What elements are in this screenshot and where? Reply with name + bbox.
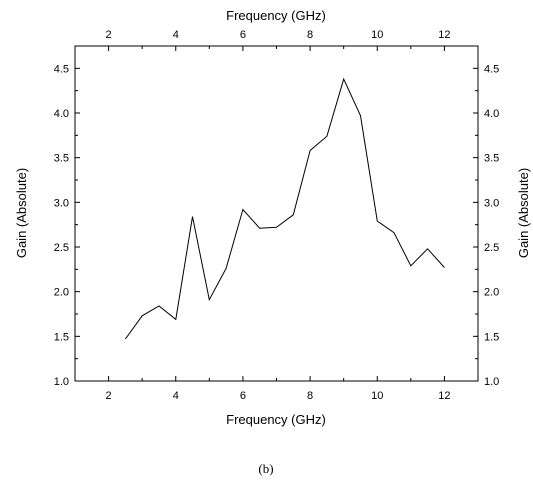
- x-tick-label-bottom: 8: [307, 390, 313, 402]
- x-tick-label-bottom: 4: [173, 390, 179, 402]
- axis-ticks: [74, 46, 479, 382]
- x-tick-label-bottom: 12: [438, 390, 450, 402]
- y-tick-label-right: 1.5: [484, 331, 499, 343]
- y-tick-label-right: 3.5: [484, 153, 499, 165]
- y-tick-label-right: 3.0: [484, 197, 499, 209]
- x-tick-label-top: 8: [307, 29, 313, 41]
- x-axis-title-top: Frequency (GHz): [226, 8, 326, 23]
- y-tick-label-left: 1.5: [54, 331, 69, 343]
- y-tick-label-left: 2.5: [54, 242, 69, 254]
- y-tick-label-left: 1.0: [54, 376, 69, 388]
- y-tick-label-right: 2.5: [484, 242, 499, 254]
- y-tick-label-left: 4.0: [54, 108, 69, 120]
- y-axis-title-left: Gain (Absolute): [14, 168, 29, 258]
- gain-series-line: [124, 77, 445, 340]
- x-tick-label-bottom: 10: [371, 390, 383, 402]
- y-tick-label-right: 4.0: [484, 108, 499, 120]
- x-tick-label-top: 2: [106, 29, 112, 41]
- y-tick-label-left: 3.0: [54, 197, 69, 209]
- x-axis-title-bottom: Frequency (GHz): [226, 412, 326, 427]
- y-tick-label-right: 1.0: [484, 376, 499, 388]
- y-tick-label-left: 4.5: [54, 63, 69, 75]
- x-tick-label-top: 12: [438, 29, 450, 41]
- figure-caption: (b): [258, 461, 273, 476]
- y-tick-label-right: 2.0: [484, 287, 499, 299]
- y-tick-label-left: 2.0: [54, 287, 69, 299]
- y-axis-title-right: Gain (Absolute): [516, 168, 531, 258]
- tick-labels: 2 2 4 4 6 6 8 8 10 10 12 12 1.0 1.0 1.5 1.5 2.0 2.0 2.5 2.5…: [54, 29, 500, 402]
- x-tick-label-top: 4: [173, 29, 179, 41]
- y-tick-label-right: 4.5: [484, 63, 499, 75]
- plot-frame: [74, 45, 479, 382]
- x-tick-label-top: 10: [371, 29, 383, 41]
- x-tick-label-bottom: 2: [106, 390, 112, 402]
- x-tick-label-top: 6: [240, 29, 246, 41]
- x-tick-label-bottom: 6: [240, 390, 246, 402]
- y-tick-label-left: 3.5: [54, 153, 69, 165]
